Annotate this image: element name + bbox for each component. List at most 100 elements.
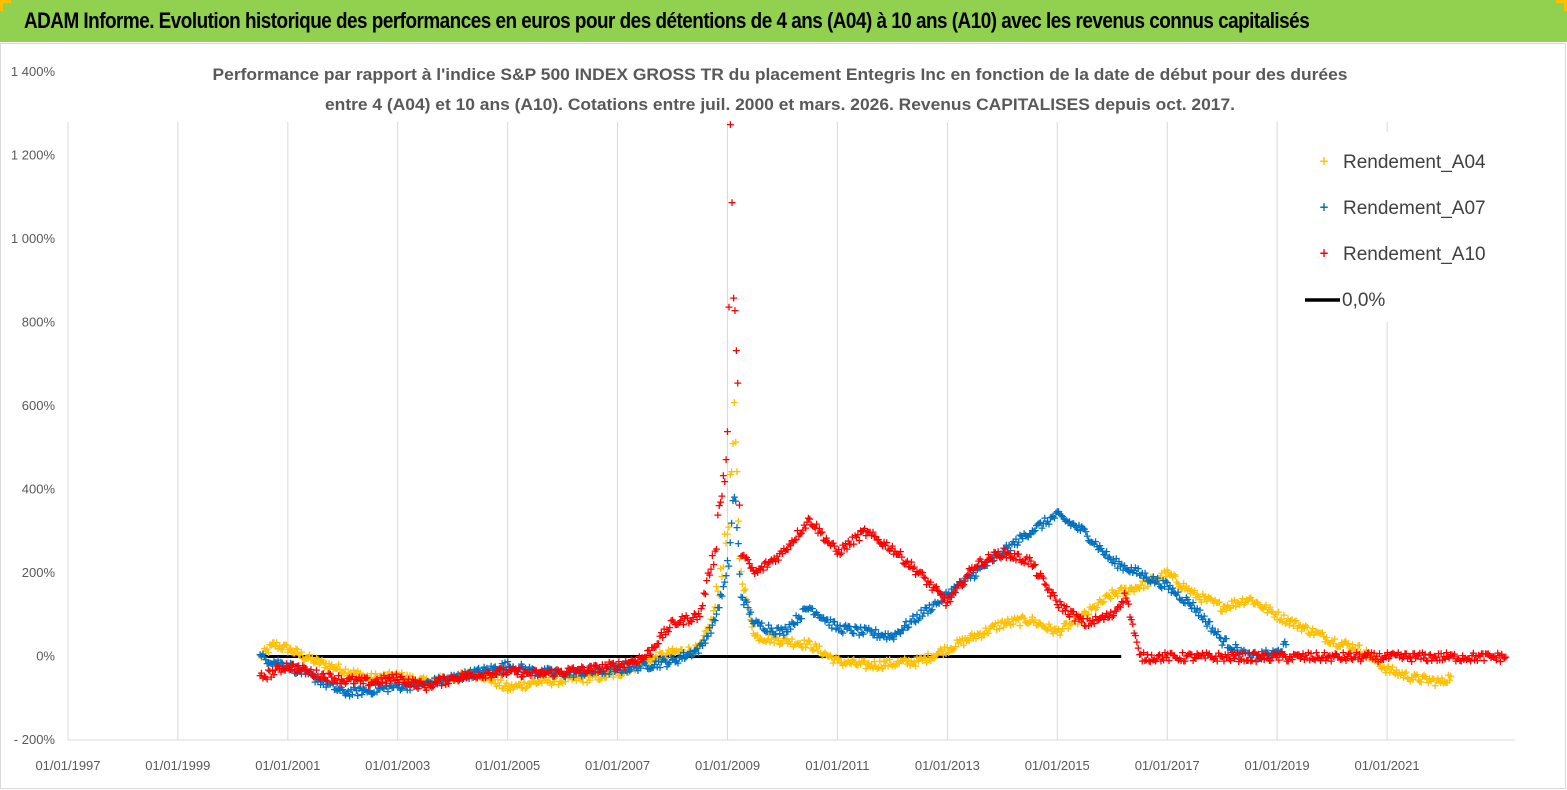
data-point: + [1193, 602, 1202, 615]
data-point: + [1329, 650, 1338, 663]
data-point: + [279, 638, 288, 651]
data-point: + [257, 667, 266, 680]
data-point: + [996, 550, 1005, 563]
data-point: + [518, 670, 527, 683]
data-point: + [996, 551, 1005, 564]
data-point: + [632, 657, 641, 670]
data-point: + [644, 643, 653, 656]
data-point: + [836, 656, 845, 669]
data-point: + [1162, 651, 1171, 664]
data-point: + [702, 624, 711, 637]
data-point: + [478, 664, 487, 677]
data-point: + [994, 546, 1003, 559]
data-point: + [1040, 512, 1049, 525]
data-point: + [1249, 646, 1258, 659]
data-point: + [1151, 654, 1160, 667]
data-point: + [910, 614, 919, 627]
data-point: + [974, 628, 983, 641]
data-point: + [889, 547, 898, 560]
data-point: + [422, 684, 431, 697]
data-point: + [327, 676, 336, 689]
data-point: + [627, 653, 636, 666]
data-point: + [761, 635, 770, 648]
data-point: + [805, 513, 814, 526]
data-point: + [756, 620, 765, 633]
data-point: + [860, 621, 869, 634]
data-point: + [491, 668, 500, 681]
data-point: + [640, 652, 649, 665]
data-point: + [782, 543, 791, 556]
data-point: + [1182, 649, 1191, 662]
data-point: + [1112, 587, 1121, 600]
data-point: + [672, 644, 681, 657]
data-point: + [1143, 579, 1152, 592]
data-point: + [939, 593, 948, 606]
data-point: + [693, 613, 702, 626]
data-point: + [1297, 624, 1306, 637]
data-point: + [591, 658, 600, 671]
data-point: + [844, 535, 853, 548]
data-point: + [824, 618, 833, 631]
data-point: + [570, 664, 579, 677]
data-point: + [375, 669, 384, 682]
data-point: + [1150, 574, 1159, 587]
data-point: + [1156, 580, 1165, 593]
data-point: + [636, 655, 645, 668]
data-point: + [693, 642, 702, 655]
data-point: + [587, 668, 596, 681]
data-point: + [680, 652, 689, 665]
data-point: + [330, 683, 339, 696]
data-point: + [495, 679, 504, 692]
data-point: + [557, 665, 566, 678]
data-point: + [1318, 626, 1327, 639]
data-point: + [1463, 652, 1472, 665]
data-point: + [300, 653, 309, 666]
data-point: + [955, 575, 964, 588]
data-point: + [1356, 654, 1365, 667]
data-point: + [787, 615, 796, 628]
data-point: + [434, 670, 443, 683]
data-point: + [424, 679, 433, 692]
data-point: + [1353, 639, 1362, 652]
data-point: + [536, 668, 545, 681]
data-point: + [635, 650, 644, 663]
data-point: + [1165, 569, 1174, 582]
data-point: + [1341, 654, 1350, 667]
data-point: + [794, 637, 803, 650]
data-point: + [1160, 580, 1169, 593]
data-point: + [1419, 669, 1428, 682]
data-point: + [820, 534, 829, 547]
data-point: + [1321, 654, 1330, 667]
data-point: + [679, 618, 688, 631]
data-point: + [980, 627, 989, 640]
data-point: + [491, 677, 500, 690]
data-point: + [415, 675, 424, 688]
data-point: + [719, 560, 728, 573]
data-point: + [294, 659, 303, 672]
data-point: + [726, 468, 735, 481]
data-point: + [449, 674, 458, 687]
data-point: + [315, 658, 324, 671]
data-point: + [878, 540, 887, 553]
data-point: + [673, 656, 682, 669]
data-point: + [1243, 654, 1252, 667]
data-point: + [480, 660, 489, 673]
data-point: + [1131, 581, 1140, 594]
data-point: + [633, 656, 642, 669]
data-point: + [1221, 648, 1230, 661]
data-point: + [988, 618, 997, 631]
data-point: + [493, 663, 502, 676]
data-point: + [1447, 648, 1456, 661]
data-point: + [966, 563, 975, 576]
data-point: + [1364, 646, 1373, 659]
data-point: + [896, 654, 905, 667]
data-point: + [636, 652, 645, 665]
data-point: + [492, 680, 501, 693]
data-point: + [326, 677, 335, 690]
data-point: + [1080, 523, 1089, 536]
data-point: + [1132, 567, 1141, 580]
data-point: + [682, 651, 691, 664]
data-point: + [258, 647, 267, 660]
data-point: + [888, 659, 897, 672]
data-point: + [870, 629, 879, 642]
